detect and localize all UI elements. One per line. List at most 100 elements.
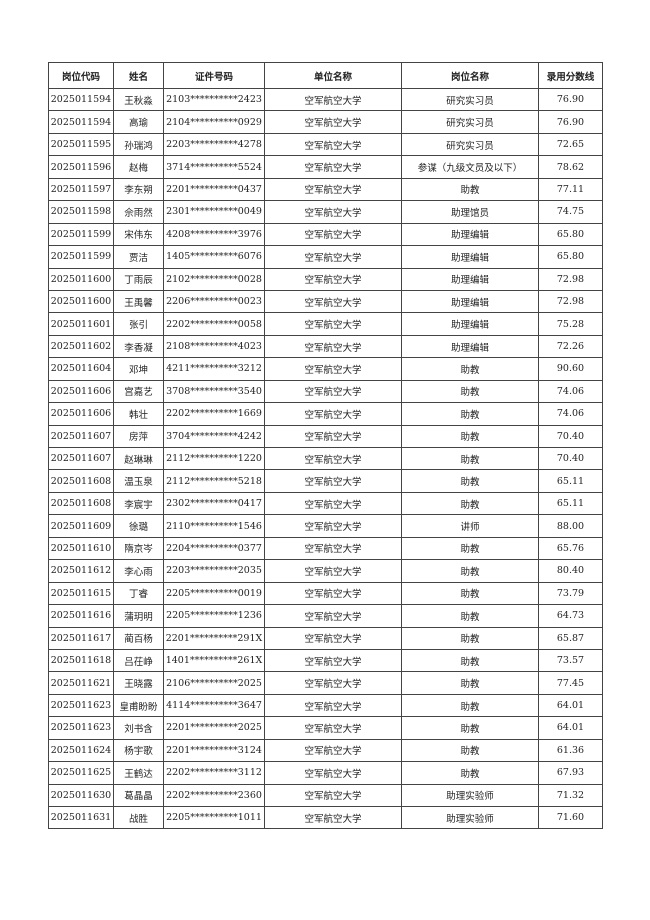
cell-id-number: 2205**********1011 bbox=[163, 805, 265, 830]
cell-score-line: 65.11 bbox=[538, 491, 603, 516]
cell-id-number: 2103**********2423 bbox=[163, 87, 265, 112]
table-row: 2025011610 隋京岑 2204**********0377 空军航空大学 助教 6… bbox=[48, 536, 603, 561]
cell-id-number: 2202**********2360 bbox=[163, 783, 265, 808]
cell-position-code: 2025011600 bbox=[48, 267, 114, 291]
cell-unit-name: 空军航空大学 bbox=[264, 155, 402, 179]
cell-position-name: 助理编辑 bbox=[401, 312, 539, 336]
cell-name: 韩壮 bbox=[113, 402, 164, 426]
cell-position-code: 2025011601 bbox=[48, 312, 114, 336]
table-row: 2025011604 邓坤 4211**********3212 空军航空大学 助教 90… bbox=[48, 357, 603, 381]
table-row: 2025011616 蒲玥明 2205**********1236 空军航空大学 助教 6… bbox=[48, 604, 603, 628]
cell-score-line: 64.01 bbox=[538, 693, 603, 718]
cell-position-name: 助教 bbox=[401, 491, 539, 516]
cell-position-name: 研究实习员 bbox=[401, 110, 539, 134]
cell-unit-name: 空军航空大学 bbox=[264, 648, 402, 673]
cell-position-code: 2025011597 bbox=[48, 177, 114, 202]
cell-id-number: 2106**********2025 bbox=[163, 671, 265, 695]
cell-position-name: 助教 bbox=[401, 357, 539, 381]
table-row: 2025011612 李心雨 2203**********2035 空军航空大学 助教 8… bbox=[48, 559, 603, 583]
table-header-row: 岗位代码 姓名 证件号码 单位名称 岗位名称 录用分数线 bbox=[48, 62, 603, 89]
cell-name: 战胜 bbox=[113, 805, 164, 830]
table-row: 2025011617 蔺百杨 2201**********291X 空军航空大学 助教 6… bbox=[48, 626, 603, 650]
cell-name: 温玉泉 bbox=[113, 469, 164, 493]
cell-score-line: 88.00 bbox=[538, 514, 603, 538]
cell-id-number: 2201**********291X bbox=[163, 626, 265, 650]
cell-unit-name: 空军航空大学 bbox=[264, 334, 402, 359]
cell-name: 赵梅 bbox=[113, 155, 164, 179]
cell-id-number: 2203**********4278 bbox=[163, 132, 265, 157]
cell-name: 高瑜 bbox=[113, 110, 164, 134]
cell-position-code: 2025011610 bbox=[48, 536, 114, 561]
cell-position-code: 2025011608 bbox=[48, 491, 114, 516]
cell-id-number: 4114**********3647 bbox=[163, 693, 265, 718]
cell-score-line: 75.28 bbox=[538, 312, 603, 336]
cell-id-number: 2201**********0437 bbox=[163, 177, 265, 202]
cell-name: 孙瑞鸿 bbox=[113, 132, 164, 157]
cell-name: 贾洁 bbox=[113, 245, 164, 269]
cell-unit-name: 空军航空大学 bbox=[264, 446, 402, 471]
cell-position-name: 助教 bbox=[401, 648, 539, 673]
cell-position-name: 助教 bbox=[401, 604, 539, 628]
cell-name: 丁睿 bbox=[113, 581, 164, 606]
cell-name: 丁雨辰 bbox=[113, 267, 164, 291]
table-row: 2025011606 韩壮 2202**********1669 空军航空大学 助教 74… bbox=[48, 402, 603, 426]
cell-position-name: 助理馆员 bbox=[401, 200, 539, 224]
cell-name: 李心雨 bbox=[113, 559, 164, 583]
header-unit-name: 单位名称 bbox=[264, 62, 402, 89]
cell-unit-name: 空军航空大学 bbox=[264, 491, 402, 516]
cell-id-number: 4208**********3976 bbox=[163, 222, 265, 247]
table-row: 2025011602 李香凝 2108**********4023 空军航空大学 助理编… bbox=[48, 334, 603, 359]
cell-score-line: 74.06 bbox=[538, 402, 603, 426]
cell-id-number: 2205**********0019 bbox=[163, 581, 265, 606]
cell-unit-name: 空军航空大学 bbox=[264, 469, 402, 493]
table-row: 2025011594 王秋淼 2103**********2423 空军航空大学 研究实… bbox=[48, 87, 603, 112]
cell-score-line: 74.75 bbox=[538, 200, 603, 224]
cell-id-number: 2112**********5218 bbox=[163, 469, 265, 493]
cell-position-code: 2025011600 bbox=[48, 289, 114, 314]
cell-name: 宋伟东 bbox=[113, 222, 164, 247]
cell-position-code: 2025011618 bbox=[48, 648, 114, 673]
cell-score-line: 65.80 bbox=[538, 222, 603, 247]
cell-score-line: 77.11 bbox=[538, 177, 603, 202]
cell-score-line: 67.93 bbox=[538, 761, 603, 785]
cell-unit-name: 空军航空大学 bbox=[264, 604, 402, 628]
cell-score-line: 77.45 bbox=[538, 671, 603, 695]
cell-position-code: 2025011625 bbox=[48, 761, 114, 785]
cell-position-code: 2025011607 bbox=[48, 446, 114, 471]
cell-score-line: 64.01 bbox=[538, 716, 603, 740]
cell-name: 皇甫盼盼 bbox=[113, 693, 164, 718]
cell-position-name: 助教 bbox=[401, 693, 539, 718]
cell-position-name: 助理实验师 bbox=[401, 783, 539, 808]
cell-id-number: 2206**********0023 bbox=[163, 289, 265, 314]
cell-id-number: 3714**********5524 bbox=[163, 155, 265, 179]
cell-id-number: 2112**********1220 bbox=[163, 446, 265, 471]
cell-position-code: 2025011621 bbox=[48, 671, 114, 695]
cell-position-code: 2025011604 bbox=[48, 357, 114, 381]
cell-position-code: 2025011596 bbox=[48, 155, 114, 179]
cell-id-number: 2204**********0377 bbox=[163, 536, 265, 561]
cell-score-line: 71.60 bbox=[538, 805, 603, 830]
cell-position-code: 2025011623 bbox=[48, 716, 114, 740]
cell-score-line: 72.65 bbox=[538, 132, 603, 157]
cell-position-code: 2025011595 bbox=[48, 132, 114, 157]
cell-unit-name: 空军航空大学 bbox=[264, 559, 402, 583]
cell-score-line: 71.32 bbox=[538, 783, 603, 808]
cell-name: 杨宇歌 bbox=[113, 738, 164, 763]
cell-unit-name: 空军航空大学 bbox=[264, 536, 402, 561]
cell-position-code: 2025011617 bbox=[48, 626, 114, 650]
cell-name: 徐璐 bbox=[113, 514, 164, 538]
cell-score-line: 76.90 bbox=[538, 110, 603, 134]
cell-id-number: 2203**********2035 bbox=[163, 559, 265, 583]
cell-position-name: 助教 bbox=[401, 671, 539, 695]
cell-id-number: 2202**********1669 bbox=[163, 402, 265, 426]
cell-unit-name: 空军航空大学 bbox=[264, 267, 402, 291]
cell-unit-name: 空军航空大学 bbox=[264, 738, 402, 763]
header-position-code: 岗位代码 bbox=[48, 62, 114, 89]
cell-name: 蒲玥明 bbox=[113, 604, 164, 628]
cell-name: 张引 bbox=[113, 312, 164, 336]
cell-position-name: 助教 bbox=[401, 559, 539, 583]
cell-score-line: 72.98 bbox=[538, 267, 603, 291]
cell-name: 佘雨然 bbox=[113, 200, 164, 224]
cell-id-number: 2302**********0417 bbox=[163, 491, 265, 516]
table-row: 2025011624 杨宇歌 2201**********3124 空军航空大学 助教 6… bbox=[48, 738, 603, 763]
